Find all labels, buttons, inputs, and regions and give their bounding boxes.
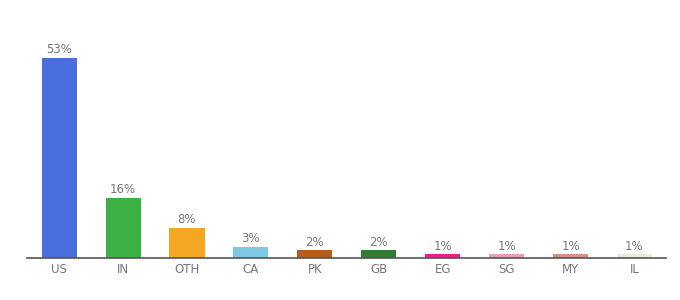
Text: 1%: 1% xyxy=(497,240,516,253)
Text: 3%: 3% xyxy=(241,232,260,245)
Bar xyxy=(169,228,205,258)
Text: 8%: 8% xyxy=(177,213,197,226)
Bar xyxy=(361,250,396,258)
Bar xyxy=(553,254,588,258)
Text: 2%: 2% xyxy=(305,236,324,249)
Bar xyxy=(105,198,141,258)
Text: 1%: 1% xyxy=(625,240,644,253)
Bar xyxy=(297,250,333,258)
Text: 16%: 16% xyxy=(110,183,136,196)
Text: 2%: 2% xyxy=(369,236,388,249)
Bar xyxy=(233,247,269,258)
Bar xyxy=(489,254,524,258)
Bar xyxy=(41,58,77,258)
Text: 1%: 1% xyxy=(433,240,452,253)
Bar xyxy=(425,254,460,258)
Bar xyxy=(617,254,652,258)
Text: 53%: 53% xyxy=(46,44,72,56)
Text: 1%: 1% xyxy=(561,240,580,253)
